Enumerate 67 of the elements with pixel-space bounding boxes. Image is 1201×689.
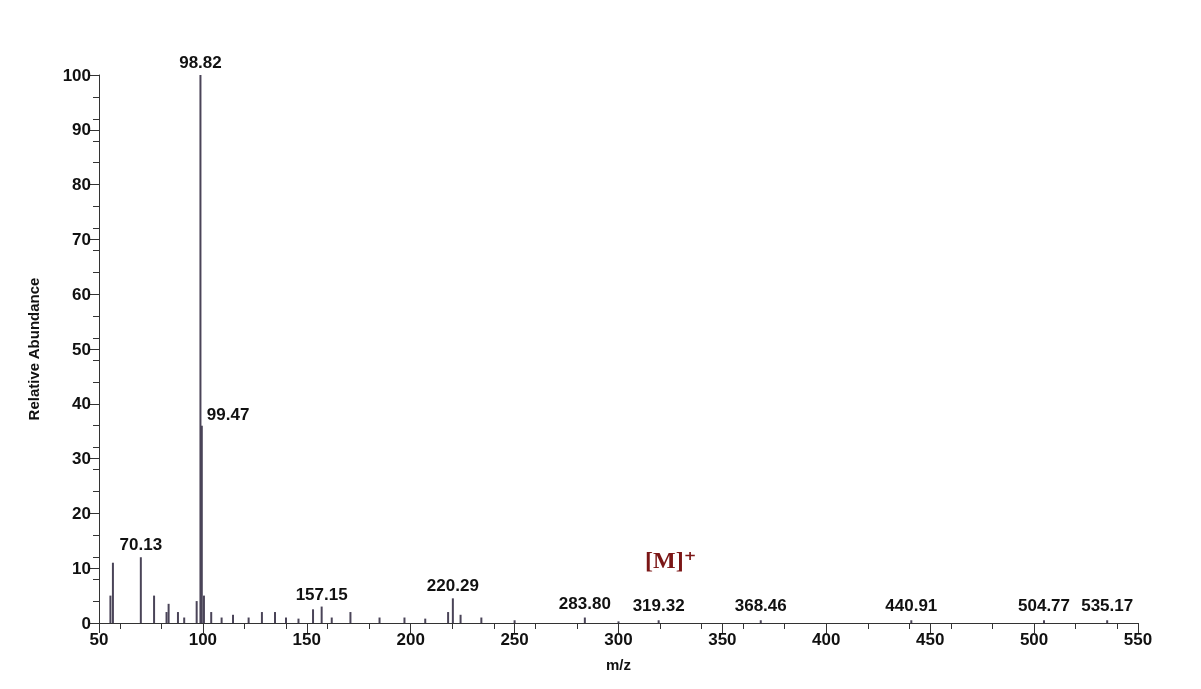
x-tick-label: 100 [188,630,218,649]
bar [459,614,462,623]
x-tick-label: 250 [500,630,529,649]
x-tick-label: 50 [89,630,109,649]
bar [139,557,142,623]
bar [320,606,323,623]
bar [153,595,156,623]
x-tick-label: 500 [1019,630,1049,649]
annotation: 98.82 [179,53,222,72]
bar [480,617,483,623]
y-tick-label: 0 [81,613,91,633]
annotation: 220.29 [426,576,479,596]
bar [183,617,186,623]
bar [403,617,406,623]
x-axis-title: m/z [605,656,632,673]
y-tick-label: 70 [72,229,91,249]
y-tick-label: 30 [72,449,91,469]
bar [199,75,202,623]
bar [176,612,179,623]
y-tick-label: 20 [72,503,91,523]
x-tick-label: 150 [292,630,321,649]
bar [583,617,586,623]
x-tick-label: 300 [604,630,633,649]
annotation: 319.32 [632,596,685,616]
y-tick-label: 40 [72,394,91,414]
annotation: 157.15 [295,584,348,604]
bar [167,603,170,623]
bar [232,614,235,623]
bar [1106,620,1109,623]
y-axis-title: Relative Abundance [25,277,42,421]
y-tick-label: 50 [72,339,91,359]
annotation: 504.77 [1018,596,1071,616]
bar [447,612,450,623]
bar [260,612,263,623]
bar [513,620,516,623]
y-tick-label: 90 [72,120,91,140]
bar [657,620,660,623]
bar [274,612,277,623]
bar [220,617,223,623]
annotation: 535.17 [1081,596,1134,616]
bar [111,562,114,623]
annotation: [M]⁺ [645,547,697,573]
x-tick-label: 200 [396,630,425,649]
bar [910,620,913,623]
bar [378,617,381,623]
bar [330,617,333,623]
bar [451,598,454,623]
x-tick-label: 350 [708,630,737,649]
annotation: 70.13 [119,535,163,555]
bar [312,609,315,623]
bar [349,612,352,623]
bar [285,617,288,623]
y-tick-label: 10 [72,558,91,578]
y-tick-label: 60 [72,284,91,304]
bar [247,617,250,623]
x-tick-label: 400 [812,630,841,649]
bar [759,620,762,623]
x-tick-label: 450 [916,630,945,649]
x-tick-label: 550 [1123,630,1153,649]
y-tick-label: 100 [62,65,91,85]
annotation: 440.91 [885,596,938,616]
y-tick-label: 80 [72,175,91,195]
bar [210,612,213,623]
annotation: 368.46 [734,596,787,616]
annotation: 283.80 [558,593,611,613]
annotation: 99.47 [206,404,250,424]
bar [1043,620,1046,623]
